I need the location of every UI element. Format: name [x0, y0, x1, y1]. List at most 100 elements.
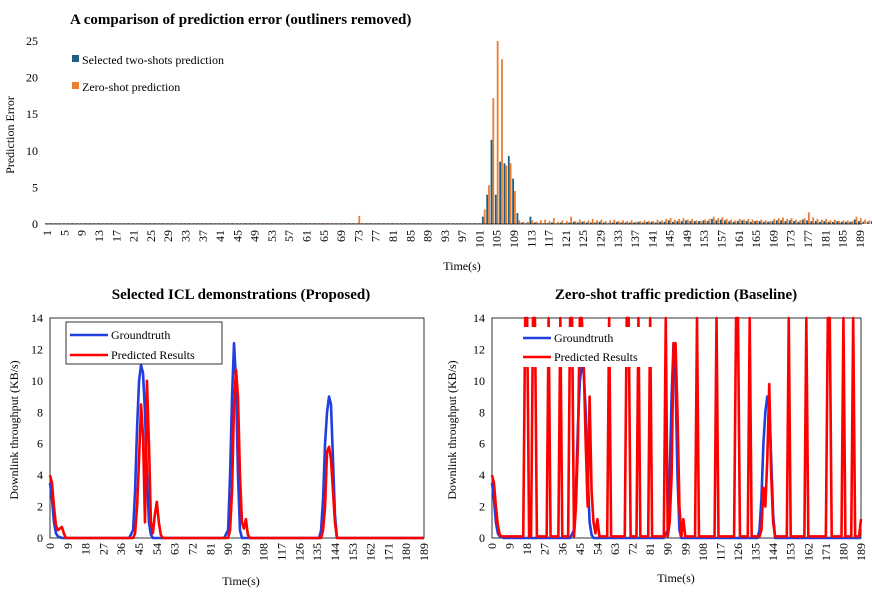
bar-two-shots	[641, 222, 644, 224]
bar-zero-shot	[587, 220, 590, 224]
bar-two-shots	[507, 155, 510, 224]
bar-zero-shot	[570, 216, 573, 224]
x-tick-label: 108	[696, 543, 710, 561]
y-tick-label: 25	[26, 34, 38, 48]
bar-two-shots	[702, 220, 705, 224]
y-tick-label: 10	[26, 144, 38, 158]
bar-two-shots	[685, 220, 687, 224]
bar-zero-shot	[639, 221, 642, 224]
bar-two-shots	[840, 221, 843, 224]
y-tick-label: 5	[32, 180, 38, 194]
x-tick-label: 57	[282, 230, 296, 242]
bar-two-shots	[853, 219, 856, 224]
x-tick-label: 162	[801, 543, 815, 561]
bar-zero-shot	[790, 218, 793, 224]
bar-two-shots	[771, 221, 774, 224]
bar-zero-shot	[851, 221, 854, 224]
bar-zero-shot	[743, 219, 745, 224]
bar-zero-shot	[505, 165, 508, 224]
x-tick-label: 144	[328, 543, 342, 561]
legend-label-groundtruth: Groundtruth	[554, 331, 613, 345]
bar-two-shots	[693, 221, 696, 224]
x-tick-label: 41	[213, 230, 227, 242]
bar-zero-shot	[492, 98, 495, 224]
bar-two-shots	[568, 222, 571, 224]
bar-zero-shot	[643, 220, 646, 224]
bar-two-shots	[628, 222, 631, 224]
x-tick-label: 135	[310, 543, 324, 561]
x-tick-label: 1	[40, 230, 54, 236]
x-tick-label: 157	[715, 230, 729, 248]
bar-two-shots	[862, 221, 865, 224]
bar-zero-shot	[548, 221, 551, 224]
bar-two-shots	[788, 220, 791, 224]
bar-zero-shot	[531, 220, 534, 224]
baseline-plot-frame	[491, 317, 862, 539]
x-tick-label: 72	[626, 543, 640, 555]
bar-two-shots	[736, 221, 739, 224]
bar-two-shots	[577, 222, 579, 224]
bar-two-shots	[775, 220, 778, 224]
bar-zero-shot	[496, 41, 499, 224]
x-tick-label: 189	[853, 230, 867, 248]
bar-two-shots	[680, 221, 683, 224]
bar-zero-shot	[734, 220, 737, 224]
y-tick-label: 0	[479, 531, 485, 545]
y-tick-label: 4	[37, 468, 43, 482]
bar-zero-shot	[812, 217, 815, 224]
bar-zero-shot	[699, 221, 702, 224]
x-tick-label: 181	[818, 230, 832, 248]
x-tick-label: 125	[576, 230, 590, 248]
x-tick-label: 93	[438, 230, 452, 242]
x-tick-label: 169	[766, 230, 780, 248]
legend-label-two-shots: Selected two-shots prediction	[82, 53, 224, 67]
x-tick-label: 180	[836, 543, 850, 561]
bar-zero-shot	[648, 221, 650, 224]
legend-swatch-zero-shot	[72, 82, 79, 89]
bar-two-shots	[520, 222, 523, 224]
bar-zero-shot	[501, 59, 503, 224]
bar-zero-shot	[864, 219, 866, 224]
bar-zero-shot	[769, 221, 771, 224]
bar-two-shots	[602, 222, 605, 224]
bar-zero-shot	[803, 218, 806, 224]
bar-two-shots	[594, 222, 597, 224]
x-tick-label: 90	[661, 543, 675, 555]
bar-zero-shot	[522, 221, 525, 224]
x-tick-label: 13	[92, 230, 106, 242]
x-tick-label: 63	[608, 543, 622, 555]
bar-zero-shot	[682, 218, 685, 224]
y-tick-label: 14	[473, 311, 485, 325]
x-tick-label: 137	[628, 230, 642, 248]
bar-two-shots	[659, 221, 661, 224]
bar-zero-shot	[717, 218, 720, 224]
bar-two-shots	[533, 222, 536, 224]
bar-zero-shot	[846, 220, 849, 224]
bar-two-shots	[724, 220, 726, 224]
bar-zero-shot	[868, 220, 871, 224]
bar-zero-shot	[358, 215, 361, 224]
x-tick-label: 185	[836, 230, 850, 248]
line-chart-baseline: Zero-shot traffic prediction (Baseline) …	[445, 287, 868, 585]
bar-two-shots	[481, 216, 484, 224]
bar-two-shots	[529, 216, 532, 224]
bar-two-shots	[698, 221, 700, 224]
bar-zero-shot	[514, 191, 516, 224]
y-tick-label: 4	[479, 468, 485, 482]
y-tick-label: 14	[31, 311, 43, 325]
x-tick-label: 149	[680, 230, 694, 248]
bar-zero-shot	[725, 218, 728, 224]
x-tick-label: 0	[485, 543, 499, 549]
baseline-chart-ylabel: Downlink throughput (KB/s)	[445, 360, 459, 499]
bar-zero-shot	[777, 218, 780, 224]
x-tick-label: 54	[590, 543, 604, 555]
bar-two-shots	[762, 221, 765, 224]
x-tick-label: 108	[257, 543, 271, 561]
bar-two-shots	[516, 213, 519, 224]
bar-two-shots	[866, 221, 869, 224]
proposed-chart-legend: Groundtruth Predicted Results	[65, 321, 223, 365]
bar-two-shots	[689, 221, 692, 224]
x-tick-label: 189	[854, 543, 868, 561]
proposed-chart-title: Selected ICL demonstrations (Proposed)	[112, 287, 370, 303]
